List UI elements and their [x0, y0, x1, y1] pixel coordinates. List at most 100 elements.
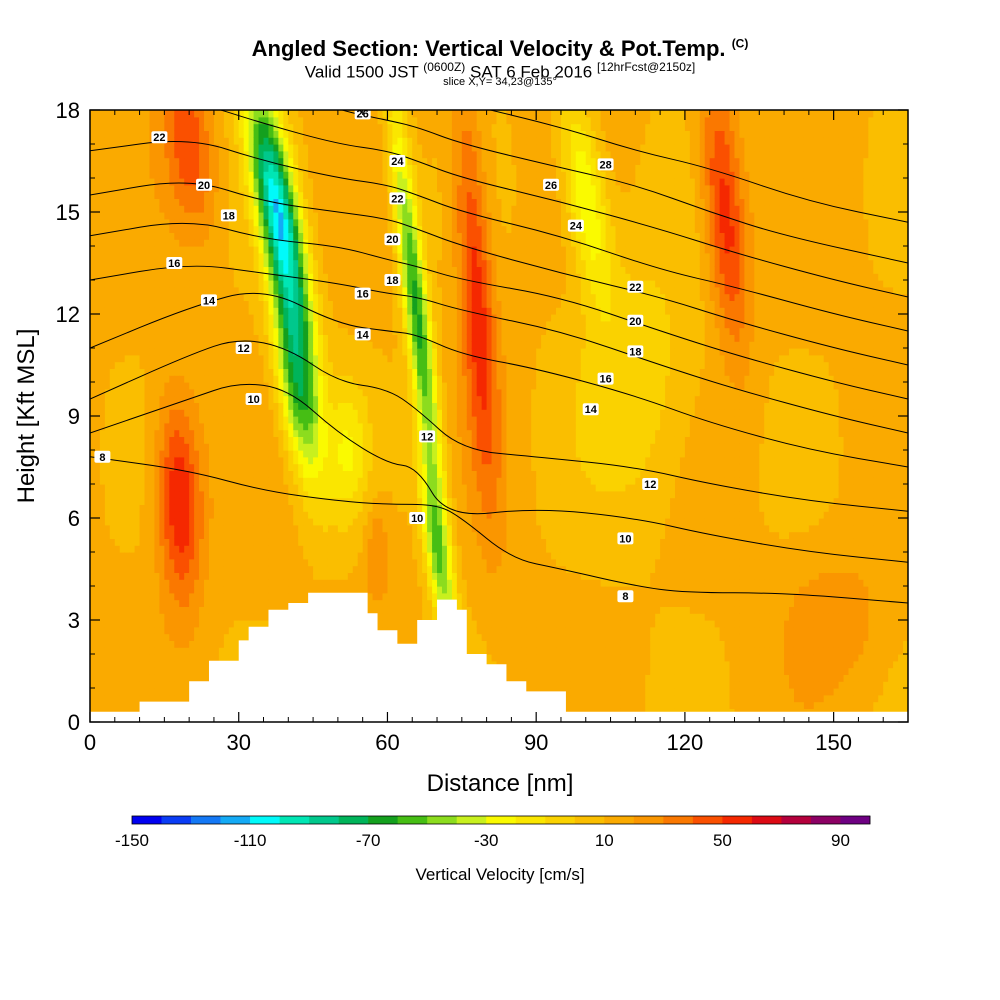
- velocity-cell: [149, 150, 156, 159]
- velocity-cell: [99, 286, 106, 295]
- velocity-cell: [184, 599, 190, 607]
- velocity-cell: [327, 443, 334, 451]
- velocity-cell: [258, 232, 265, 240]
- velocity-cell: [94, 688, 101, 696]
- velocity-cell: [194, 565, 200, 573]
- velocity-cell: [347, 116, 354, 125]
- velocity-cell: [238, 382, 245, 390]
- velocity-cell: [327, 246, 334, 254]
- velocity-cell: [248, 123, 255, 131]
- velocity-cell: [268, 490, 275, 499]
- velocity-cell: [154, 497, 161, 505]
- velocity-cell: [139, 667, 146, 675]
- velocity-cell: [288, 300, 294, 308]
- velocity-cell: [134, 524, 141, 533]
- velocity-cell: [129, 688, 136, 696]
- velocity-cell: [318, 416, 324, 424]
- velocity-cell: [189, 456, 195, 465]
- velocity-cell: [199, 620, 205, 628]
- velocity-cell: [184, 266, 190, 274]
- velocity-cell: [208, 116, 215, 125]
- velocity-cell: [199, 388, 205, 397]
- velocity-cell: [144, 246, 151, 254]
- velocity-cell: [104, 225, 111, 233]
- velocity-cell: [99, 252, 106, 261]
- velocity-cell: [248, 130, 255, 138]
- velocity-cell: [119, 674, 126, 682]
- velocity-cell: [258, 368, 265, 376]
- velocity-cell: [298, 443, 304, 451]
- velocity-cell: [179, 518, 185, 526]
- velocity-cell: [357, 218, 364, 227]
- velocity-cell: [243, 626, 250, 635]
- velocity-cell: [223, 368, 230, 376]
- velocity-cell: [347, 558, 354, 567]
- velocity-cell: [263, 409, 270, 417]
- velocity-cell: [144, 225, 151, 233]
- velocity-cell: [293, 531, 299, 539]
- velocity-cell: [124, 320, 131, 329]
- velocity-cell: [218, 450, 225, 458]
- velocity-cell: [218, 484, 225, 492]
- velocity-cell: [139, 606, 146, 614]
- velocity-cell: [332, 225, 339, 233]
- velocity-cell: [104, 382, 111, 390]
- velocity-cell: [134, 225, 141, 233]
- velocity-cell: [99, 640, 106, 648]
- velocity-cell: [233, 334, 240, 342]
- velocity-cell: [347, 484, 354, 492]
- velocity-cell: [238, 171, 245, 179]
- velocity-cell: [278, 375, 284, 383]
- velocity-cell: [189, 225, 195, 233]
- velocity-cell: [293, 518, 299, 526]
- velocity-cell: [263, 218, 270, 227]
- velocity-cell: [174, 246, 180, 254]
- velocity-cell: [94, 307, 101, 315]
- velocity-cell: [253, 144, 260, 152]
- velocity-cell: [228, 388, 235, 397]
- velocity-cell: [213, 579, 220, 587]
- velocity-cell: [164, 252, 170, 261]
- velocity-cell: [208, 463, 215, 471]
- velocity-cell: [134, 620, 141, 628]
- velocity-cell: [288, 524, 294, 533]
- velocity-cell: [129, 252, 136, 261]
- velocity-cell: [308, 123, 314, 131]
- velocity-cell: [342, 463, 349, 471]
- velocity-cell: [154, 504, 161, 512]
- velocity-cell: [199, 497, 205, 505]
- velocity-cell: [109, 402, 116, 410]
- velocity-cell: [179, 178, 185, 186]
- velocity-cell: [204, 416, 210, 424]
- velocity-cell: [233, 429, 240, 437]
- velocity-cell: [218, 565, 225, 573]
- velocity-cell: [323, 354, 329, 363]
- velocity-cell: [273, 368, 279, 376]
- velocity-cell: [169, 429, 175, 437]
- velocity-cell: [114, 558, 121, 567]
- velocity-cell: [213, 266, 220, 274]
- velocity-cell: [144, 252, 151, 261]
- velocity-cell: [263, 184, 270, 193]
- velocity-cell: [342, 511, 349, 519]
- velocity-cell: [124, 198, 131, 206]
- velocity-cell: [233, 252, 240, 261]
- velocity-cell: [283, 334, 289, 342]
- velocity-cell: [144, 674, 151, 682]
- velocity-cell: [228, 477, 235, 485]
- velocity-cell: [238, 280, 245, 288]
- velocity-cell: [258, 252, 265, 261]
- velocity-cell: [119, 388, 126, 397]
- velocity-cell: [352, 266, 359, 274]
- velocity-cell: [174, 633, 180, 641]
- velocity-cell: [352, 252, 359, 261]
- velocity-cell: [293, 579, 299, 587]
- velocity-cell: [129, 171, 136, 179]
- velocity-cell: [308, 266, 314, 274]
- velocity-cell: [134, 647, 141, 655]
- velocity-cell: [278, 246, 284, 254]
- velocity-cell: [352, 123, 359, 131]
- velocity-cell: [134, 212, 141, 220]
- velocity-cell: [233, 110, 240, 118]
- velocity-cell: [313, 422, 319, 431]
